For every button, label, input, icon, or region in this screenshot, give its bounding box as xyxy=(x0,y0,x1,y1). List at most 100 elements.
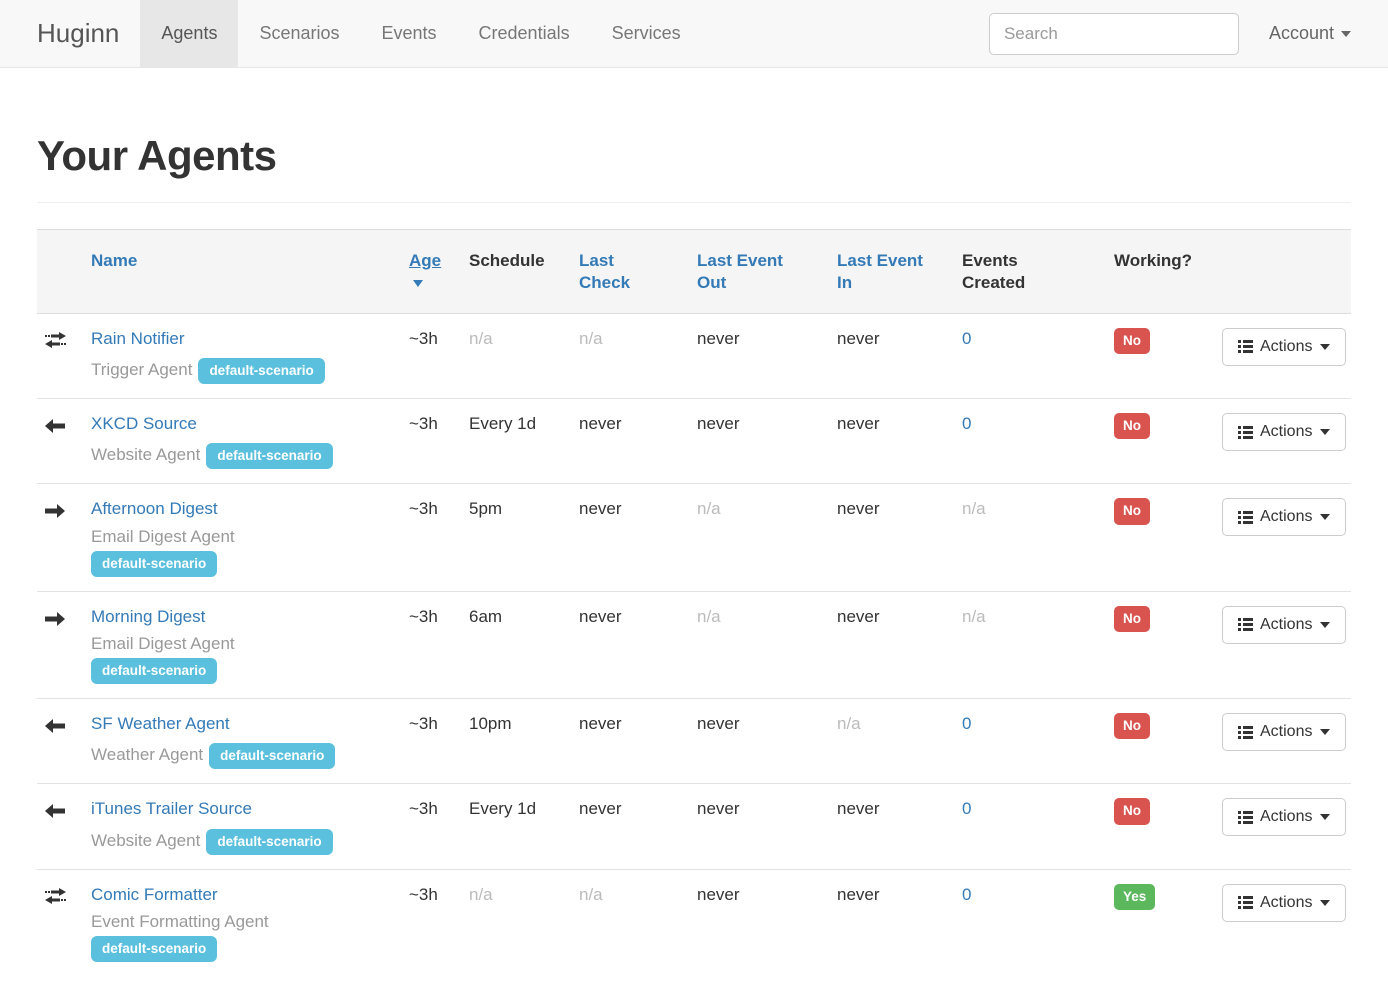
last-event-in-cell: n/a xyxy=(829,698,954,785)
last-check-cell: never xyxy=(571,398,689,485)
left-arrow-icon xyxy=(45,717,65,739)
page-title: Your Agents xyxy=(37,132,277,179)
table-row: XKCD Source Website Agent default-scenari… xyxy=(37,398,1351,485)
age-cell: ~3h xyxy=(401,313,461,400)
schedule-header: Schedule xyxy=(469,251,545,270)
scenario-badge[interactable]: default-scenario xyxy=(91,935,218,963)
agents-table: Name Age Schedule Last Check Last Event … xyxy=(37,229,1351,976)
right-arrow-icon xyxy=(45,610,65,632)
bidirectional-arrows-icon xyxy=(45,887,66,910)
chevron-down-icon xyxy=(1320,514,1331,521)
scenario-badge[interactable]: default-scenario xyxy=(91,658,218,685)
table-row: Comic Formatter Event Formatting Agent de… xyxy=(37,869,1351,976)
main-content: Your Agents Name Age Schedule Last Check… xyxy=(0,132,1388,976)
actions-column-header xyxy=(1214,229,1351,314)
scenario-badge[interactable]: default-scenario xyxy=(206,828,333,855)
chevron-down-icon xyxy=(1341,30,1351,37)
last-event-in-cell: never xyxy=(837,884,880,904)
list-icon xyxy=(1238,725,1253,739)
chevron-down-icon xyxy=(1320,729,1331,736)
last-event-in-cell: never xyxy=(829,591,954,700)
events-created-link[interactable]: 0 xyxy=(962,414,972,434)
actions-dropdown-button[interactable]: Actions xyxy=(1222,605,1347,644)
sort-by-name[interactable]: Name xyxy=(91,251,138,270)
sort-by-age[interactable]: Age xyxy=(409,251,442,270)
events-created-link[interactable]: 0 xyxy=(962,884,972,904)
sort-by-last-event-in[interactable]: Last Event In xyxy=(837,251,923,293)
scenario-badge[interactable]: default-scenario xyxy=(209,743,336,770)
actions-dropdown-button[interactable]: Actions xyxy=(1222,713,1347,752)
table-row: Afternoon Digest Email Digest Agent defau… xyxy=(37,483,1351,592)
actions-dropdown-button[interactable]: Actions xyxy=(1222,883,1347,922)
nav-item-credentials[interactable]: Credentials xyxy=(478,23,570,43)
last-event-in-cell: never xyxy=(829,398,954,485)
nav-item-services[interactable]: Services xyxy=(611,23,681,43)
scenario-badge[interactable]: default-scenario xyxy=(91,550,218,577)
bidirectional-arrows-icon xyxy=(45,331,66,354)
table-row: iTunes Trailer Source Website Agent defau… xyxy=(37,783,1351,870)
nav-spacer xyxy=(702,0,989,67)
last-event-out-cell: never xyxy=(689,783,829,870)
working-status-badge: No xyxy=(1114,605,1150,632)
agent-name-link[interactable]: XKCD Source xyxy=(91,414,197,434)
age-cell: ~3h xyxy=(401,483,461,592)
right-arrow-icon xyxy=(45,502,65,524)
agent-name-link[interactable]: Morning Digest xyxy=(91,606,206,626)
events-created-link[interactable]: 0 xyxy=(962,799,972,819)
agent-type-label: Website Agent xyxy=(91,445,201,465)
chevron-down-icon xyxy=(1320,814,1331,821)
last-event-out-cell: never xyxy=(689,313,829,400)
events-created-link[interactable]: 0 xyxy=(962,714,972,734)
title-divider xyxy=(37,202,1351,203)
account-dropdown[interactable]: Account xyxy=(1259,0,1388,67)
age-cell: ~3h xyxy=(401,398,461,485)
agent-name-link[interactable]: iTunes Trailer Source xyxy=(91,799,252,819)
list-icon xyxy=(1238,340,1253,354)
table-row: Morning Digest Email Digest Agent default… xyxy=(37,591,1351,700)
agent-name-link[interactable]: Comic Formatter xyxy=(91,884,218,904)
working-status-badge: No xyxy=(1114,413,1150,440)
agent-type-label: Website Agent xyxy=(91,830,201,850)
search-input[interactable] xyxy=(988,12,1239,55)
actions-dropdown-button[interactable]: Actions xyxy=(1222,327,1347,366)
agent-type-label: Event Formatting Agent xyxy=(91,911,269,931)
agent-type-label: Email Digest Agent xyxy=(91,526,235,546)
sort-by-last-event-out[interactable]: Last Event Out xyxy=(697,251,783,293)
agent-name-link[interactable]: Rain Notifier xyxy=(91,328,185,348)
last-event-in-cell: never xyxy=(829,483,954,592)
last-check-cell: never xyxy=(571,698,689,785)
schedule-cell: 5pm xyxy=(461,483,571,592)
working-status-badge: No xyxy=(1114,798,1150,825)
search-container xyxy=(988,0,1259,67)
brand-logo[interactable]: Huginn xyxy=(37,18,120,48)
agent-name-link[interactable]: Afternoon Digest xyxy=(91,499,218,519)
working-status-badge: No xyxy=(1114,498,1150,525)
nav-item-agents[interactable]: Agents xyxy=(140,0,239,67)
last-event-out-cell: n/a xyxy=(689,591,829,700)
nav-item-scenarios[interactable]: Scenarios xyxy=(259,23,340,43)
last-event-in-cell: never xyxy=(829,783,954,870)
list-icon xyxy=(1238,510,1253,524)
last-check-cell: never xyxy=(571,591,689,700)
list-icon xyxy=(1238,618,1253,632)
actions-dropdown-button[interactable]: Actions xyxy=(1222,798,1347,837)
scenario-badge[interactable]: default-scenario xyxy=(206,443,333,470)
actions-dropdown-button[interactable]: Actions xyxy=(1222,413,1347,452)
main-nav: Agents Scenarios Events Credentials Serv… xyxy=(140,0,701,67)
last-event-out-cell: never xyxy=(697,884,740,904)
age-cell: ~3h xyxy=(401,698,461,785)
working-status-badge: Yes xyxy=(1114,883,1156,910)
list-icon xyxy=(1238,810,1253,824)
age-cell: ~3h xyxy=(401,783,461,870)
agent-name-link[interactable]: SF Weather Agent xyxy=(91,714,230,734)
schedule-cell: 10pm xyxy=(461,698,571,785)
nav-item-events[interactable]: Events xyxy=(381,23,437,43)
list-icon xyxy=(1238,425,1253,439)
sort-by-last-check[interactable]: Last Check xyxy=(579,251,631,293)
scenario-badge[interactable]: default-scenario xyxy=(198,357,325,385)
actions-dropdown-button[interactable]: Actions xyxy=(1222,498,1347,537)
chevron-down-icon xyxy=(1320,429,1331,436)
schedule-cell: Every 1d xyxy=(461,398,571,485)
last-event-out-cell: never xyxy=(689,698,829,785)
events-created-link[interactable]: 0 xyxy=(962,328,972,348)
